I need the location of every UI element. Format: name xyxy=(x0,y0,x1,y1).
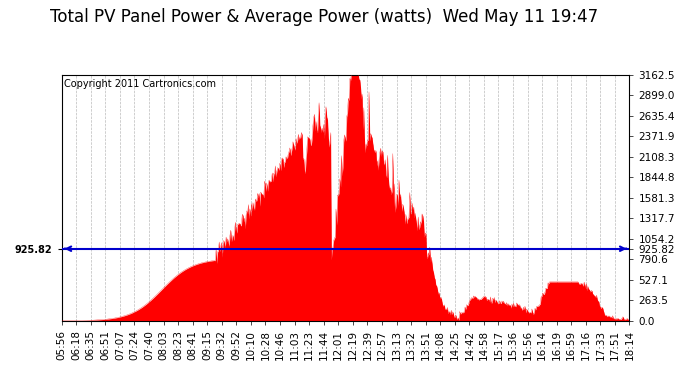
Text: Copyright 2011 Cartronics.com: Copyright 2011 Cartronics.com xyxy=(64,80,217,89)
Text: Total PV Panel Power & Average Power (watts)  Wed May 11 19:47: Total PV Panel Power & Average Power (wa… xyxy=(50,8,598,26)
